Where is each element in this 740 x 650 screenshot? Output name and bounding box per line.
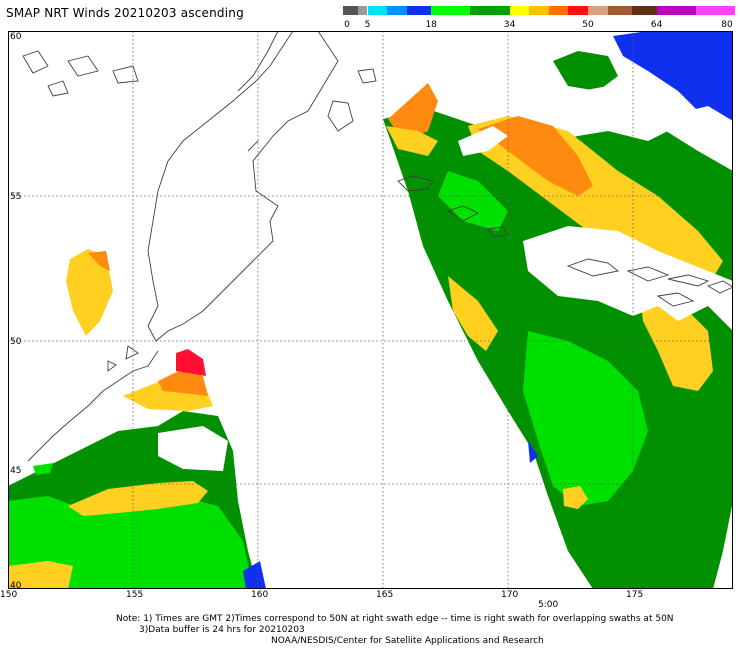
lat-lon-grid: [8, 31, 733, 589]
footer-credit: NOAA/NESDIS/Center for Satellite Applica…: [271, 636, 544, 646]
coastline: [22, 31, 733, 462]
lon-label-165: 165: [376, 590, 394, 600]
colorbar-gradient: [343, 6, 735, 15]
wind-map: 60 55 50 45 40: [8, 31, 733, 589]
swath-right: [383, 31, 733, 589]
swath-right-yellow-edge: [386, 126, 438, 156]
lon-label-170: 170: [501, 590, 519, 600]
colorbar-segment: [509, 6, 530, 15]
colorbar-tick: 18: [425, 20, 437, 30]
colorbar-tick: 5: [364, 20, 371, 30]
colorbar-tick: 50: [582, 20, 594, 30]
colorbar-segment: [406, 6, 432, 15]
swath-time-label: 5:00: [538, 600, 559, 610]
colorbar-segment: [607, 6, 633, 15]
footer-note-line-2: 3)Data buffer is 24 hrs for 20210203: [139, 625, 305, 635]
swath-right-yellow-spot: [563, 486, 588, 509]
swath-right-orange-2: [388, 83, 438, 141]
colorbar-segment: [529, 6, 549, 15]
lat-label-50: 50: [10, 337, 22, 347]
swath-right-lightgreen-2: [438, 171, 508, 231]
wind-speed-colorbar: 0 5 18 34 50 64 80: [343, 6, 735, 32]
lat-label-60: 60: [10, 32, 22, 42]
colorbar-segment: [387, 6, 407, 15]
swath-isolated-orange: [88, 251, 110, 271]
swath-right-yellow-mid: [448, 276, 498, 351]
swath-left: [8, 349, 266, 589]
swath-isolated-yellow: [66, 249, 113, 336]
colorbar-segment: [431, 6, 471, 15]
swath-left-green-nw: [33, 463, 53, 475]
colorbar-tick: 34: [503, 20, 516, 30]
lat-label-55: 55: [10, 192, 21, 202]
swath-left-blue: [243, 561, 266, 589]
lat-label-40: 40: [10, 581, 22, 589]
colorbar-segment: [568, 6, 588, 15]
colorbar-tick: 64: [650, 20, 663, 30]
colorbar-segment: [367, 6, 388, 15]
colorbar-segment: [695, 6, 735, 15]
swath-left-orange: [158, 369, 208, 396]
swath-left-yellow: [68, 481, 208, 516]
swath-right-lightgreen: [523, 331, 648, 506]
lon-label-150: 150: [0, 590, 18, 600]
colorbar-segment: [470, 6, 510, 15]
swath-right-green-top: [553, 51, 618, 91]
lon-label-175: 175: [626, 590, 644, 600]
colorbar-tick: 0: [344, 20, 350, 30]
colorbar-segment: [343, 6, 358, 15]
footer-note-line-1: Note: 1) Times are GMT 2)Times correspon…: [116, 614, 674, 624]
lat-label-45: 45: [10, 466, 21, 476]
colorbar-segment: [357, 6, 368, 15]
swath-left-red: [176, 349, 206, 376]
colorbar-segment: [588, 6, 608, 15]
colorbar-segment: [548, 6, 569, 15]
lon-label-160: 160: [251, 590, 269, 600]
colorbar-segment: [632, 6, 657, 15]
swath-left-yellow-sw: [8, 561, 73, 589]
lon-label-155: 155: [126, 590, 144, 600]
colorbar-tick: 80: [721, 20, 733, 30]
colorbar-segment: [656, 6, 696, 15]
swath-right-blue-2: [528, 441, 538, 463]
map-title: SMAP NRT Winds 20210203 ascending: [6, 6, 244, 20]
swath-right-yellow-east: [638, 281, 713, 391]
lat-labels: 60 55 50 45 40: [10, 32, 22, 589]
